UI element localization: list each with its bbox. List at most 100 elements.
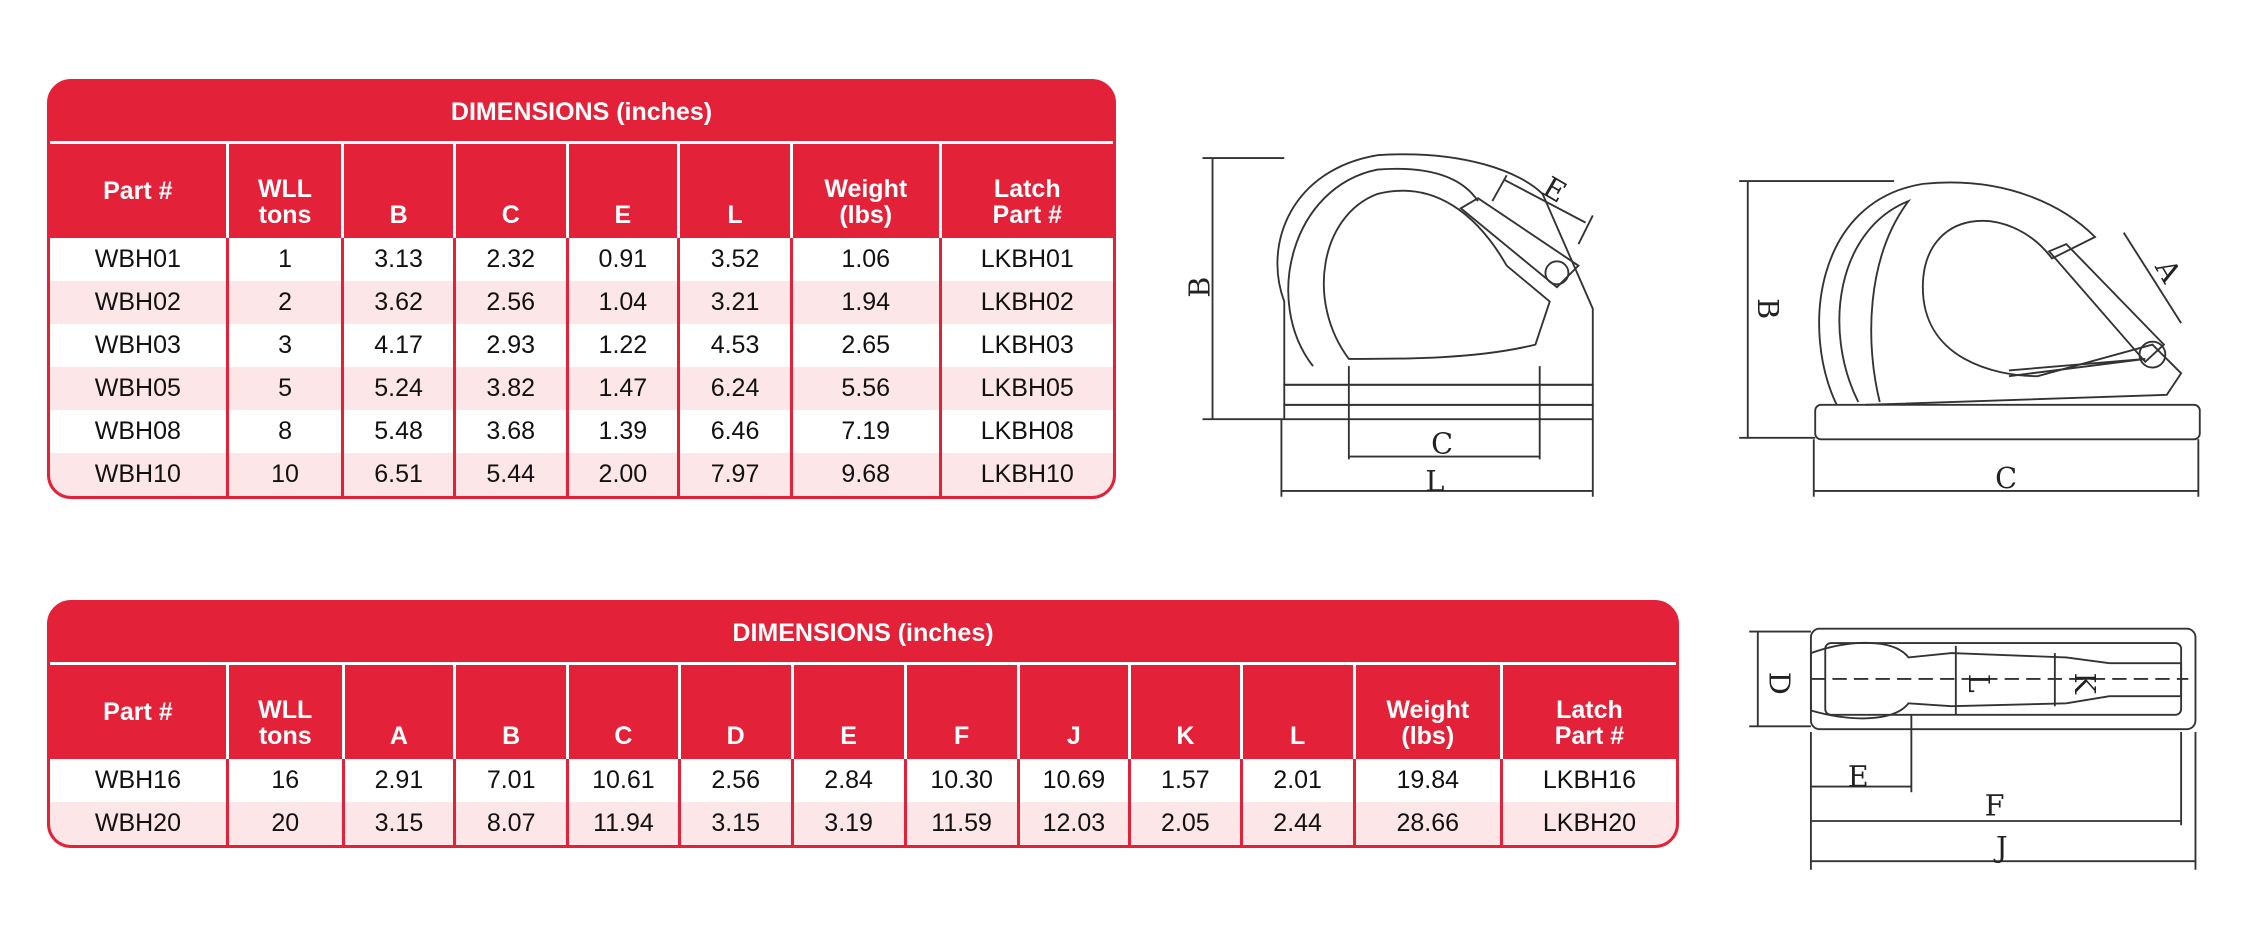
table-cell: 2.56: [452, 281, 568, 324]
table-cell: WBH20: [50, 802, 228, 845]
column-header: L: [677, 142, 792, 238]
column-header: C: [566, 663, 680, 759]
title-row: DIMENSIONS (inches): [50, 82, 1113, 144]
table-cell: LKBH03: [938, 324, 1113, 367]
table-cell: 1.57: [1128, 759, 1242, 802]
dim-label: J: [1993, 830, 2008, 864]
table-cell: 4.17: [341, 324, 455, 367]
dim-label: C: [1995, 461, 2017, 495]
column-header: Weight (lbs): [1352, 663, 1502, 759]
table: DIMENSIONS (inches) Part # WLL tons B C E L Wei…: [50, 82, 1113, 496]
table-cell: 1.47: [565, 367, 679, 410]
table-cell: 2.44: [1239, 802, 1355, 845]
table-cell: 2.65: [789, 324, 941, 367]
table-cell: 10.69: [1016, 759, 1130, 802]
column-header: B: [341, 142, 455, 238]
table-cell: 11.94: [566, 802, 680, 845]
table-row: WBH02 2 3.62 2.56 1.04 3.21 1.94 LKBH02: [50, 281, 1113, 324]
dimensions-table: DIMENSIONS (inches) Part # WLL tons A B C D E F J…: [47, 600, 1679, 848]
table-cell: 19.84: [1352, 759, 1502, 802]
column-header: A: [341, 663, 455, 759]
table-row: WBH16 16 2.91 7.01 10.61 2.56 2.84 10.30 10.69 1.…: [50, 759, 1676, 802]
table-title: DIMENSIONS (inches): [50, 603, 1676, 665]
table-cell: 3.21: [677, 281, 792, 324]
table-cell: 2: [225, 281, 343, 324]
dim-label: E: [1848, 760, 1869, 794]
column-header: Latch Part #: [1499, 663, 1676, 759]
column-header: WLL tons: [225, 142, 343, 238]
table-cell: 6.24: [677, 367, 792, 410]
table-cell: LKBH02: [938, 281, 1113, 324]
table-cell: 7.97: [677, 453, 792, 496]
table-cell: 5.48: [341, 410, 455, 453]
table-cell: LKBH20: [1499, 802, 1676, 845]
table-cell: 3.15: [341, 802, 455, 845]
table-cell: 5.24: [341, 367, 455, 410]
table-row: WBH20 20 3.15 8.07 11.94 3.15 3.19 11.59 12.03 2.…: [50, 802, 1676, 845]
table-cell: 1.39: [565, 410, 679, 453]
table-cell: 3.62: [341, 281, 455, 324]
table-cell: 4.53: [677, 324, 792, 367]
column-header: D: [677, 663, 793, 759]
table-cell: 3.82: [452, 367, 568, 410]
table-cell: 3.19: [790, 802, 906, 845]
table-cell: WBH08: [50, 410, 228, 453]
column-header: Latch Part #: [938, 142, 1113, 238]
table-cell: 1.22: [565, 324, 679, 367]
table-cell: 5: [225, 367, 343, 410]
table-cell: 2.00: [565, 453, 679, 496]
dim-label: C: [1431, 427, 1453, 461]
dim-label: A: [2148, 252, 2188, 288]
column-header: C: [452, 142, 568, 238]
table: DIMENSIONS (inches) Part # WLL tons A B C D E F J…: [50, 603, 1676, 845]
table-title: DIMENSIONS (inches): [50, 82, 1113, 144]
table-cell: 6.51: [341, 453, 455, 496]
table-cell: 1: [225, 238, 343, 281]
table-cell: 1.94: [789, 281, 941, 324]
table-cell: 9.68: [789, 453, 941, 496]
table-cell: LKBH08: [938, 410, 1113, 453]
table-cell: WBH16: [50, 759, 228, 802]
hook-front-view: [1739, 180, 2201, 497]
dim-label: E: [1537, 170, 1572, 210]
dim-label: K: [2068, 673, 2102, 695]
table-cell: 3.68: [452, 410, 568, 453]
table-cell: 28.66: [1352, 802, 1502, 845]
table-cell: LKBH05: [938, 367, 1113, 410]
table-cell: 3.52: [677, 238, 792, 281]
table-cell: 3.15: [677, 802, 793, 845]
column-header: E: [790, 663, 906, 759]
table-row: WBH03 3 4.17 2.93 1.22 4.53 2.65 LKBH03: [50, 324, 1113, 367]
dim-label: D: [1762, 672, 1796, 695]
column-header: WLL tons: [225, 663, 344, 759]
column-header: J: [1016, 663, 1130, 759]
table-row: WBH05 5 5.24 3.82 1.47 6.24 5.56 LKBH05: [50, 367, 1113, 410]
table-cell: 0.91: [565, 238, 679, 281]
table-cell: 7.19: [789, 410, 941, 453]
hook-top-view: [1749, 627, 2197, 870]
table-cell: 10: [225, 453, 343, 496]
dim-label: L: [1962, 674, 1996, 693]
table-cell: LKBH10: [938, 453, 1113, 496]
table-cell: 2.56: [677, 759, 793, 802]
table-cell: 11.59: [903, 802, 1019, 845]
table-cell: 2.32: [452, 238, 568, 281]
dimensions-table: DIMENSIONS (inches) Part # WLL tons B C E L Wei…: [47, 79, 1116, 499]
table-cell: 2.91: [341, 759, 455, 802]
table-cell: WBH10: [50, 453, 228, 496]
column-header: L: [1239, 663, 1355, 759]
table-cell: 8: [225, 410, 343, 453]
header-row: Part # WLL tons B C E L Weight (lbs) Latch Part…: [50, 142, 1113, 238]
table-cell: 1.06: [789, 238, 941, 281]
table-cell: 8.07: [453, 802, 568, 845]
table-cell: 10.30: [903, 759, 1019, 802]
table-cell: 12.03: [1016, 802, 1130, 845]
table-cell: WBH05: [50, 367, 228, 410]
table-row: WBH01 1 3.13 2.32 0.91 3.52 1.06 LKBH01: [50, 238, 1113, 281]
table-cell: WBH01: [50, 238, 228, 281]
table-cell: LKBH16: [1499, 759, 1676, 802]
dim-label: B: [1183, 277, 1217, 298]
table-cell: WBH02: [50, 281, 228, 324]
